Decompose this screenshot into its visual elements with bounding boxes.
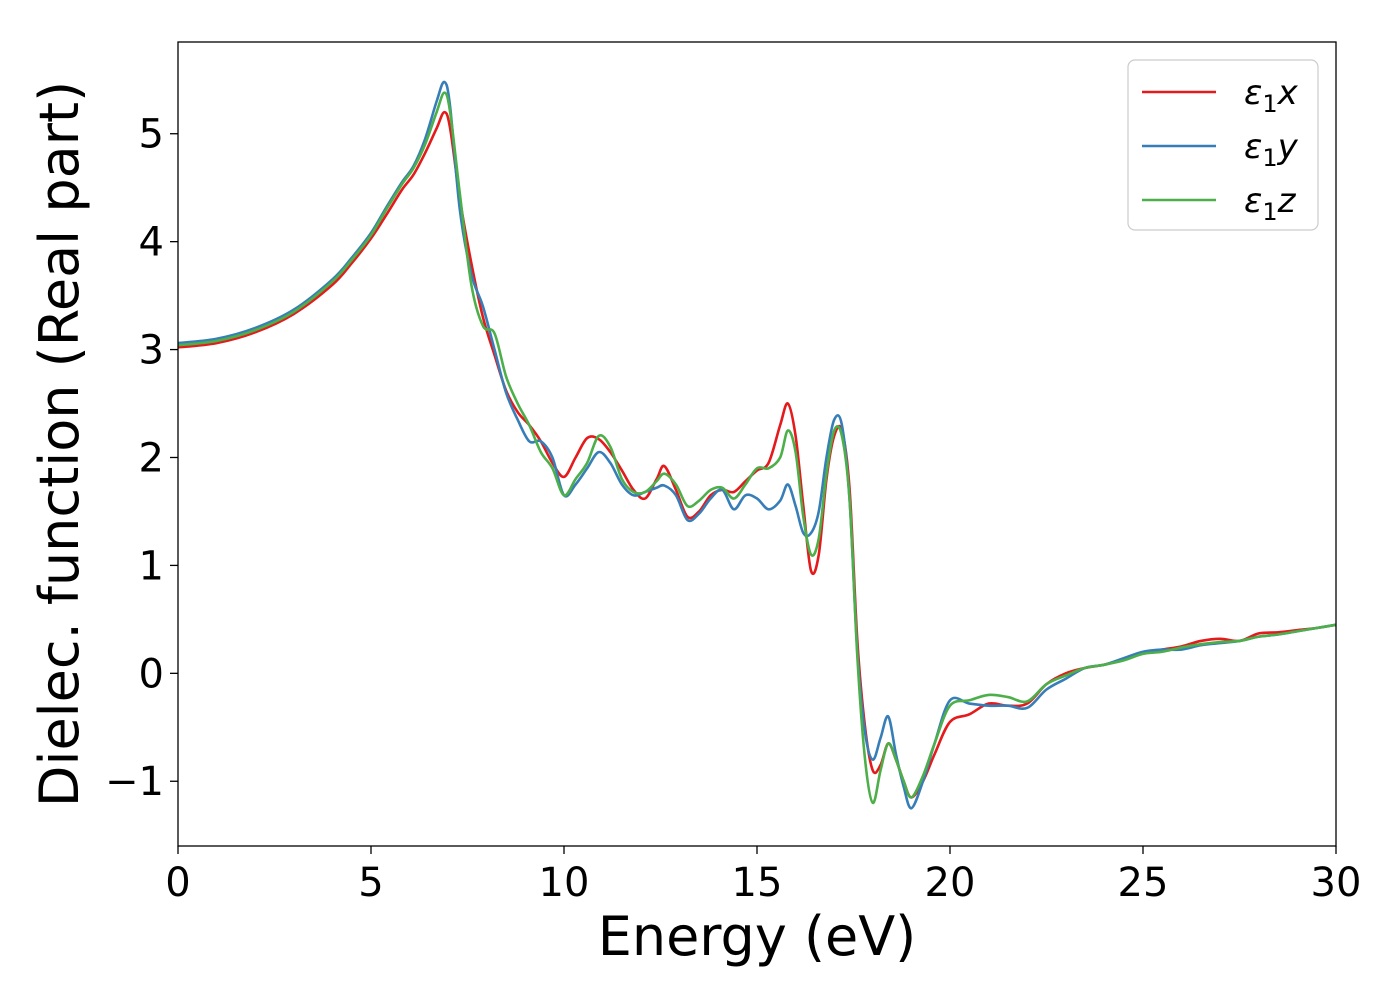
y-tick-label: 3 [139, 328, 164, 374]
x-tick-label: 25 [1118, 860, 1169, 906]
y-tick-label: 4 [139, 220, 164, 266]
y-tick-label: 1 [139, 543, 164, 589]
x-tick-label: 10 [539, 860, 590, 906]
y-tick-label: 5 [139, 112, 164, 158]
legend: ε1x ε1y ε1z [1127, 59, 1319, 231]
y-axis: −1 0 1 2 3 4 5 [105, 112, 178, 805]
y-tick-label: 0 [139, 651, 164, 697]
x-tick-label: 20 [925, 860, 976, 906]
series-line-y [178, 80, 1336, 810]
x-tick-label: 15 [732, 860, 783, 906]
series-layer [178, 80, 1336, 810]
x-axis-title: Energy (eV) [598, 905, 917, 968]
legend-label-x: ε1x [1244, 73, 1299, 118]
x-axis: 0 5 10 15 20 25 30 [165, 846, 1361, 906]
x-tick-label: 5 [358, 860, 383, 906]
legend-label-y: ε1y [1244, 127, 1299, 172]
x-tick-label: 0 [165, 860, 190, 906]
x-tick-label: 30 [1311, 860, 1362, 906]
legend-label-z: ε1z [1244, 181, 1297, 226]
y-tick-label: −1 [105, 759, 164, 805]
y-axis-title: Dielec. function (Real part) [28, 81, 91, 807]
y-tick-label: 2 [139, 435, 164, 481]
legend-frame [1127, 59, 1319, 231]
series-line-z [178, 91, 1336, 805]
